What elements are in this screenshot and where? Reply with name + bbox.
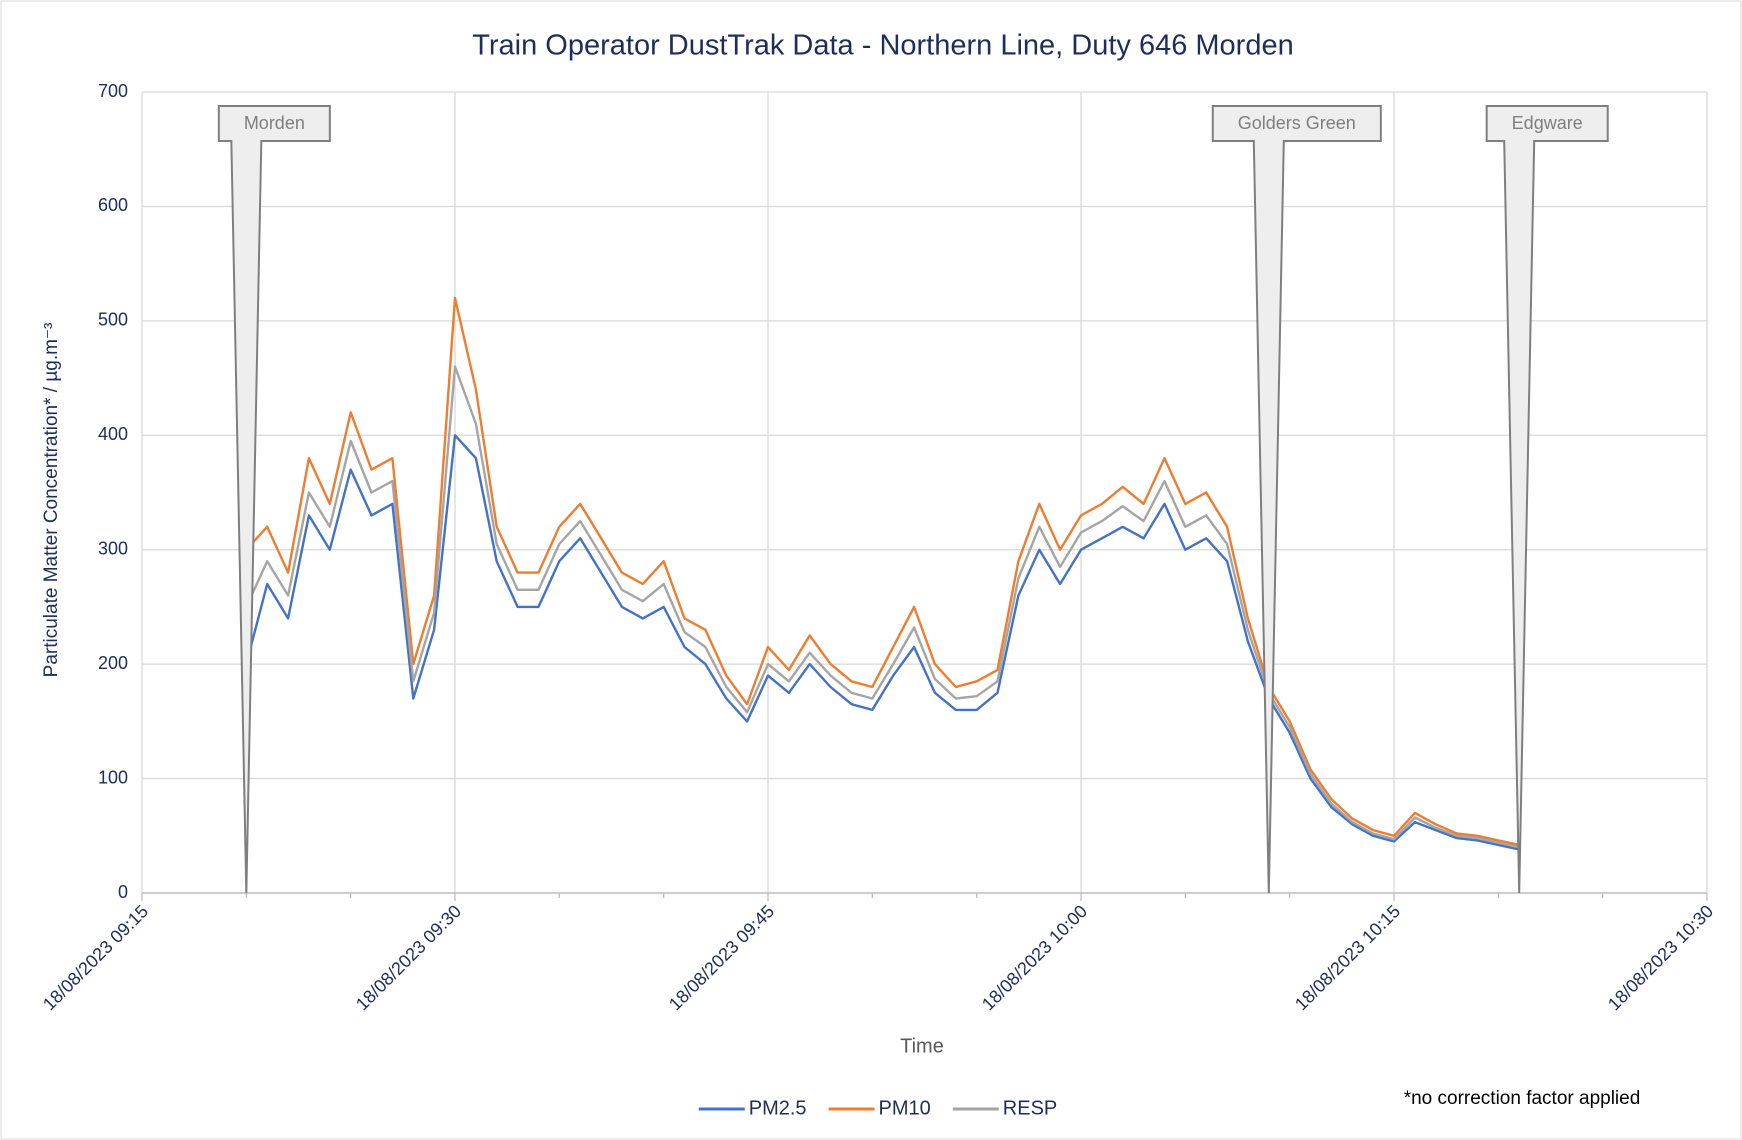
callout: Edgware [1485,105,1609,894]
legend-label: RESP [1003,1097,1057,1119]
callout-shape [217,105,331,894]
y-tick-label: 100 [98,767,128,787]
y-tick-label: 600 [98,195,128,215]
legend-label: PM2.5 [749,1097,807,1119]
y-axis-title: Particulate Matter Concentration* / µg.m… [41,323,62,678]
callout-label: Golders Green [1238,113,1356,133]
chart-title: Train Operator DustTrak Data - Northern … [472,30,1293,62]
callout-label: Edgware [1512,113,1583,133]
footnote: *no correction factor applied [1404,1088,1641,1109]
data-line [245,365,1520,849]
legend-label: PM10 [879,1097,931,1119]
x-axis-title: Time [900,1035,944,1057]
callout-label: Morden [244,113,305,133]
y-tick-label: 300 [98,538,128,558]
data-line [245,434,1520,851]
y-tick-label: 0 [118,882,128,902]
y-tick-label: 500 [98,310,128,330]
y-tick-label: 400 [98,424,128,444]
data-line [245,296,1520,847]
callout: Golders Green [1211,105,1382,894]
callout-shape [1211,105,1382,894]
legend: PM2.5 PM10 RESP [698,1097,1057,1119]
callout-shape [1485,105,1609,894]
y-tick-label: 200 [98,653,128,673]
y-tick-label: 700 [98,81,128,101]
callout: Morden [217,105,331,894]
